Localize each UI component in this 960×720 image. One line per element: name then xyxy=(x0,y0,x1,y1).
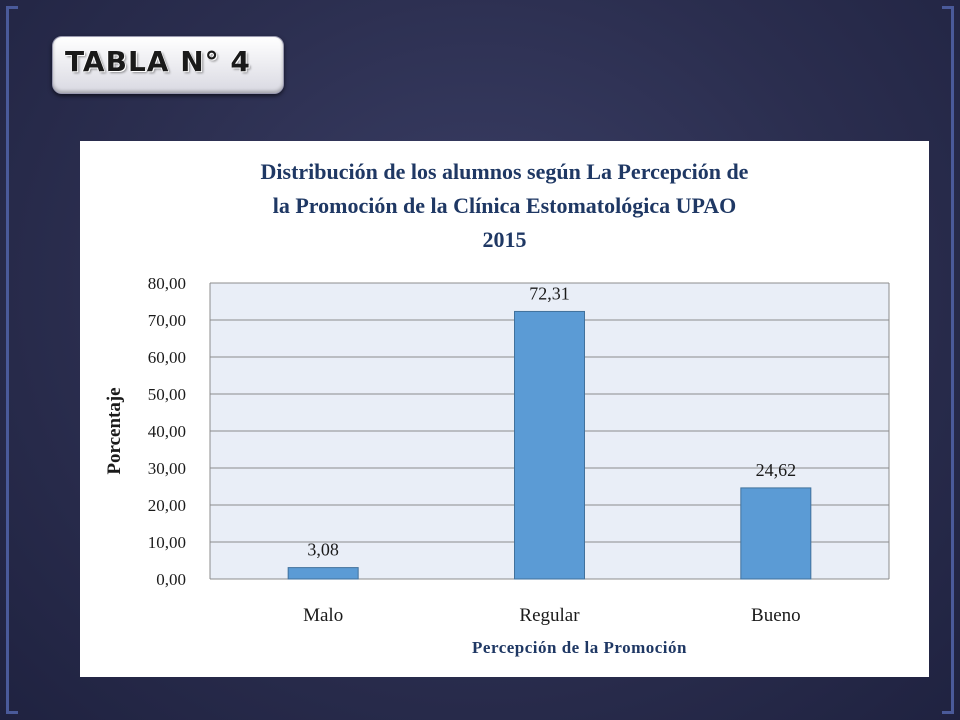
x-tick-label: Regular xyxy=(519,605,580,626)
chart-title-line-3: 2015 xyxy=(482,227,527,252)
bar xyxy=(514,310,585,580)
y-axis-title: Porcentaje xyxy=(104,387,125,474)
slide-heading-box: TABLA N° 4 xyxy=(52,36,284,94)
x-tick-label: Bueno xyxy=(751,605,801,626)
chart-container: Distribución de los alumnos según La Per… xyxy=(80,141,929,677)
y-tick-label: 30,00 xyxy=(148,459,186,478)
right-bracket-decoration xyxy=(942,6,954,714)
data-label: 3,08 xyxy=(307,540,339,560)
left-bracket-decoration xyxy=(6,6,18,714)
bar-chart: 0,00 10,00 20,00 30,00 40,00 50,00 60,00 70,00 8… xyxy=(104,274,890,657)
y-tick-label: 40,00 xyxy=(148,422,186,441)
x-tick-label: Malo xyxy=(303,605,343,626)
chart-title-line-2: la Promoción de la Clínica Estomatológic… xyxy=(272,193,737,218)
y-tick-label: 20,00 xyxy=(148,496,186,515)
data-label: 72,31 xyxy=(529,283,570,303)
y-tick-label: 70,00 xyxy=(148,311,186,330)
bar xyxy=(287,567,359,580)
y-tick-label: 10,00 xyxy=(148,533,186,552)
y-tick-label: 80,00 xyxy=(148,274,186,293)
y-tick-label: 0,00 xyxy=(156,570,186,589)
bar xyxy=(740,487,812,580)
slide-heading: TABLA N° 4 xyxy=(65,45,251,78)
data-label: 24,62 xyxy=(756,460,797,480)
y-tick-label: 50,00 xyxy=(148,385,186,404)
y-tick-label: 60,00 xyxy=(148,348,186,367)
x-axis-title: Percepción de la Promoción xyxy=(472,638,687,657)
chart-title: Distribución de los alumnos según La Per… xyxy=(80,155,929,257)
chart-title-line-1: Distribución de los alumnos según La Per… xyxy=(260,159,749,184)
